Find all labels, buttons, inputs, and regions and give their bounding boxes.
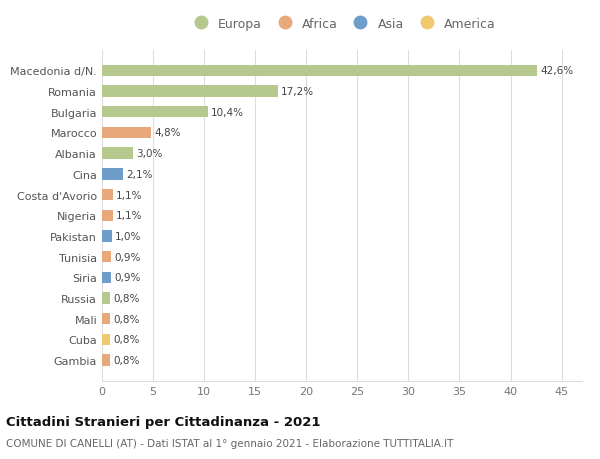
Bar bbox=[102, 231, 112, 242]
Text: 2,1%: 2,1% bbox=[127, 169, 153, 179]
Text: Cittadini Stranieri per Cittadinanza - 2021: Cittadini Stranieri per Cittadinanza - 2… bbox=[6, 415, 320, 428]
Bar bbox=[102, 252, 111, 263]
Bar bbox=[102, 169, 124, 180]
Text: 0,9%: 0,9% bbox=[114, 252, 140, 262]
Text: 10,4%: 10,4% bbox=[211, 107, 244, 118]
Bar bbox=[102, 293, 110, 304]
Bar bbox=[102, 355, 110, 366]
Bar bbox=[102, 334, 110, 345]
Text: 1,1%: 1,1% bbox=[116, 190, 143, 200]
Text: 1,1%: 1,1% bbox=[116, 211, 143, 221]
Text: 0,8%: 0,8% bbox=[113, 293, 140, 303]
Text: 17,2%: 17,2% bbox=[281, 87, 314, 97]
Bar bbox=[102, 148, 133, 159]
Bar bbox=[102, 190, 113, 201]
Text: COMUNE DI CANELLI (AT) - Dati ISTAT al 1° gennaio 2021 - Elaborazione TUTTITALIA: COMUNE DI CANELLI (AT) - Dati ISTAT al 1… bbox=[6, 438, 454, 448]
Bar bbox=[102, 313, 110, 325]
Bar bbox=[102, 128, 151, 139]
Text: 1,0%: 1,0% bbox=[115, 231, 142, 241]
Text: 4,8%: 4,8% bbox=[154, 128, 181, 138]
Text: 3,0%: 3,0% bbox=[136, 149, 162, 159]
Bar bbox=[102, 210, 113, 221]
Text: 0,8%: 0,8% bbox=[113, 314, 140, 324]
Text: 0,9%: 0,9% bbox=[114, 273, 140, 283]
Legend: Europa, Africa, Asia, America: Europa, Africa, Asia, America bbox=[184, 14, 500, 34]
Text: 0,8%: 0,8% bbox=[113, 335, 140, 345]
Text: 0,8%: 0,8% bbox=[113, 355, 140, 365]
Bar bbox=[102, 86, 278, 97]
Text: 42,6%: 42,6% bbox=[540, 66, 573, 76]
Bar bbox=[102, 66, 537, 77]
Bar bbox=[102, 272, 111, 283]
Bar bbox=[102, 107, 208, 118]
